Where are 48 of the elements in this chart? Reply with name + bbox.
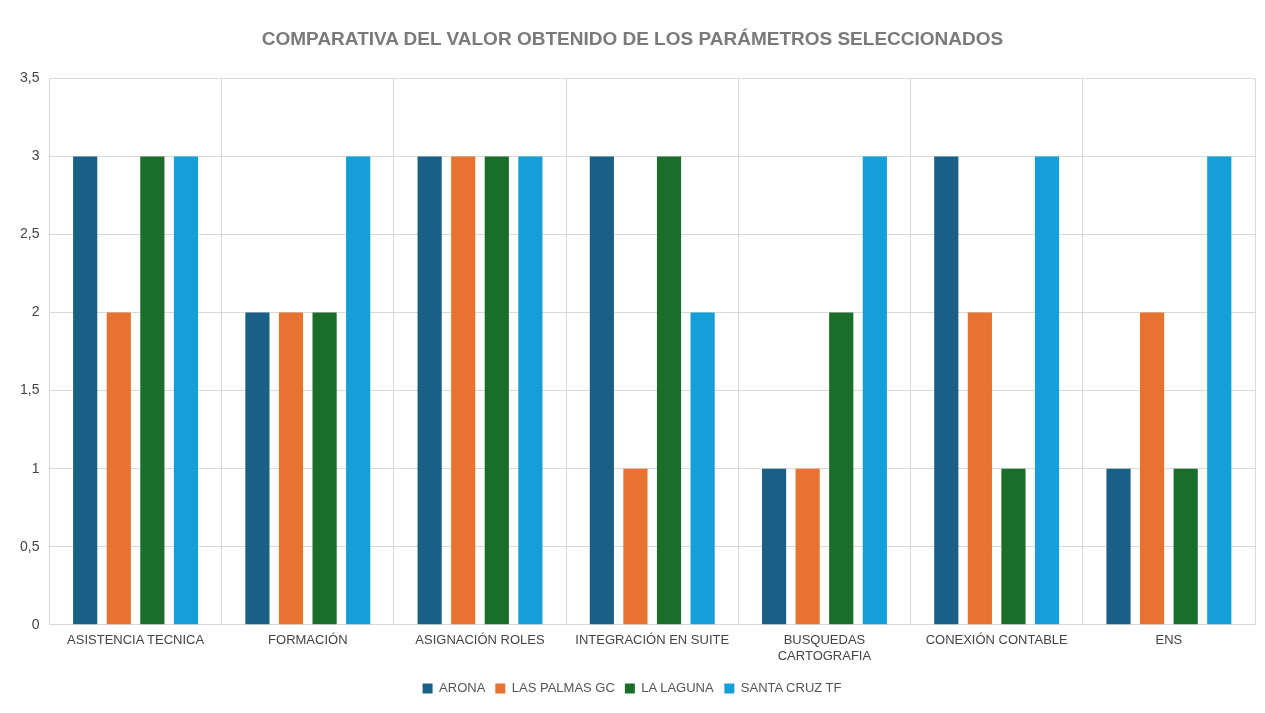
y-tick-label: 3,5	[19, 69, 40, 86]
bar	[451, 156, 476, 625]
bar	[761, 468, 787, 625]
legend-label: ARONA	[439, 680, 486, 696]
bar	[484, 156, 509, 625]
bar	[346, 156, 371, 625]
bar	[934, 156, 959, 625]
bar	[1173, 468, 1198, 625]
y-tick-label: 0,5	[19, 537, 40, 554]
bar	[245, 312, 270, 625]
bar	[656, 156, 682, 625]
bar	[173, 156, 199, 625]
bar	[140, 156, 165, 625]
bar	[518, 156, 543, 625]
bar	[312, 312, 337, 625]
bar	[1140, 312, 1165, 625]
y-tick-label: 1,5	[19, 381, 40, 398]
y-tick-label: 0	[31, 615, 40, 632]
bar	[795, 468, 820, 625]
y-tick-label: 2,5	[19, 225, 40, 242]
bar	[862, 156, 887, 625]
bar	[967, 312, 992, 625]
x-tick-label: INTEGRACIÓN EN SUITE	[575, 632, 730, 648]
x-tick-label: ASIGNACIÓN ROLES	[415, 632, 545, 648]
bar	[690, 312, 715, 625]
y-tick-label: 3	[31, 147, 40, 164]
x-tick-label: BUSQUEDAS CARTOGRAFIA	[777, 632, 872, 663]
bar	[829, 312, 854, 625]
x-tick-label: ASISTENCIA TECNICA	[67, 632, 205, 648]
legend-label: LAS PALMAS GC	[511, 680, 615, 696]
bar	[589, 156, 614, 625]
x-tick-label: ENS	[1155, 632, 1183, 648]
y-tick-label: 2	[31, 303, 40, 320]
bar	[278, 312, 304, 625]
bar	[73, 156, 98, 625]
bar	[417, 156, 442, 625]
legend-label: LA LAGUNA	[641, 680, 714, 696]
bar	[1106, 468, 1131, 625]
bar	[1207, 156, 1232, 625]
bar	[1001, 468, 1026, 625]
x-tick-label: FORMACIÓN	[268, 632, 348, 648]
bar	[106, 312, 131, 625]
chart-title: COMPARATIVA DEL VALOR OBTENIDO DE LOS PARÁMETROS SELECCIONADOS	[260, 28, 1005, 50]
bar	[1034, 156, 1060, 625]
legend-label: SANTA CRUZ TF	[740, 680, 842, 696]
bar	[623, 468, 648, 625]
x-tick-label: CONEXIÓN CONTABLE	[925, 632, 1069, 648]
y-tick-label: 1	[31, 459, 40, 476]
